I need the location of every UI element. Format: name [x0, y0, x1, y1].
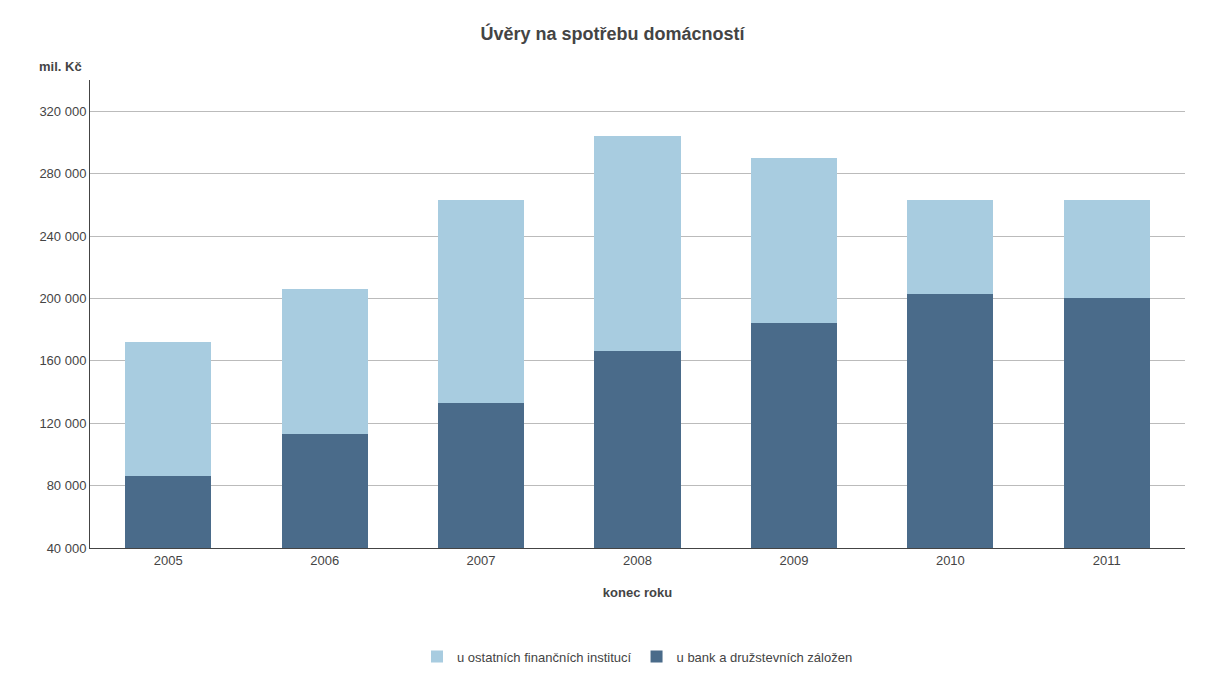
svg-text:280 000: 280 000 [39, 166, 86, 181]
svg-text:120 000: 120 000 [39, 416, 86, 431]
svg-text:2005: 2005 [154, 553, 183, 568]
svg-text:2007: 2007 [467, 553, 496, 568]
svg-text:2011: 2011 [1093, 553, 1121, 568]
svg-text:200 000: 200 000 [39, 291, 86, 306]
svg-text:2006: 2006 [310, 553, 339, 568]
svg-text:2009: 2009 [779, 553, 808, 568]
svg-text:2008: 2008 [623, 553, 652, 568]
svg-text:Úvěry na spotřebu domácností: Úvěry na spotřebu domácností [480, 23, 745, 44]
svg-text:240 000: 240 000 [39, 229, 86, 244]
svg-text:konec roku: konec roku [603, 585, 672, 600]
svg-text:320 000: 320 000 [39, 104, 86, 119]
svg-text:mil. Kč: mil. Kč [39, 59, 82, 74]
svg-text:u ostatních finančních institu: u ostatních finančních institucí [457, 650, 632, 665]
svg-text:80 000: 80 000 [47, 478, 87, 493]
svg-text:160 000: 160 000 [39, 353, 86, 368]
svg-text:2010: 2010 [936, 553, 965, 568]
svg-text:40 000: 40 000 [47, 541, 87, 556]
svg-text:u bank a družstevních záložen: u bank a družstevních záložen [677, 650, 853, 665]
